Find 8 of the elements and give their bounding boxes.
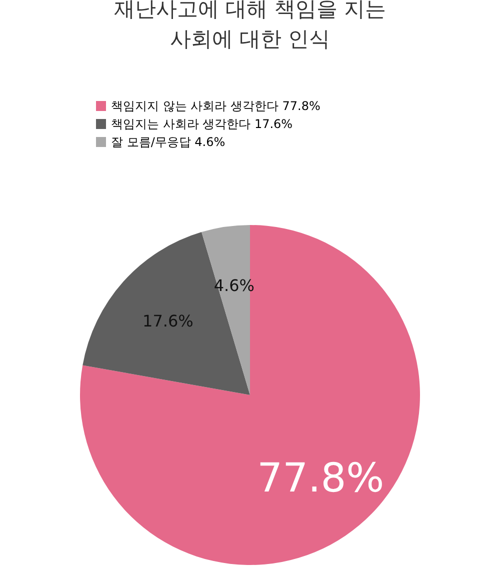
legend-label: 잘 모름/무응답 4.6% <box>111 135 226 149</box>
data-label: 77.8% <box>257 455 384 502</box>
chart-title: 재난사고에 대해 책임을 지는 사회에 대한 인식 <box>114 0 386 51</box>
data-label: 17.6% <box>142 312 194 331</box>
data-label: 4.6% <box>214 276 254 296</box>
pie-slice <box>80 225 420 565</box>
legend-label: 책임지지 않는 사회라 생각한다 77.8% <box>111 99 320 113</box>
legend-label: 책임지는 사회라 생각한다 17.6% <box>111 117 293 131</box>
